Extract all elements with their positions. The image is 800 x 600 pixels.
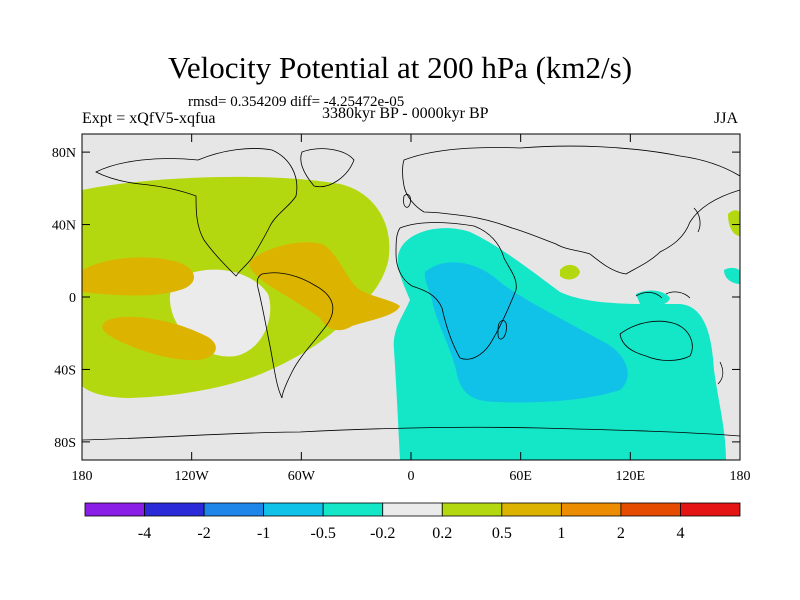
colorbar-swatch xyxy=(441,502,503,517)
colorbar-swatch xyxy=(382,502,443,517)
colorbar-label: 0.2 xyxy=(432,525,452,542)
contour-fill-layer xyxy=(82,145,740,460)
lon-tick-label: 180 xyxy=(730,469,751,484)
colorbar-swatch xyxy=(620,502,681,517)
lon-tick-label: 60W xyxy=(288,469,316,484)
lat-tick-label: 80N xyxy=(52,146,76,161)
colorbar-label: 2 xyxy=(617,525,625,542)
lat-tick-label: 80S xyxy=(54,436,76,451)
coastline-uk xyxy=(403,194,411,208)
colorbar-swatch xyxy=(144,502,205,517)
coastline-australia xyxy=(619,320,693,361)
coastline-madagascar xyxy=(497,320,507,340)
colorbar-label: 0.5 xyxy=(492,525,512,542)
contour-negative-0.5 xyxy=(424,262,628,403)
coastline-antarctica xyxy=(82,426,740,441)
colorbar-label: -1 xyxy=(257,525,270,542)
contour-positive-0.2-dateline xyxy=(728,210,740,236)
coastline-south-america xyxy=(256,272,334,399)
lat-tick-label: 40N xyxy=(52,219,76,234)
longitude-axis: 180 120W 60W 0 60E 120E 180 xyxy=(72,134,751,484)
colorbar-swatch xyxy=(501,502,562,517)
contour-negative-0.2-pacific xyxy=(724,267,740,284)
colorbar-swatch xyxy=(203,502,265,517)
stats-label: rmsd= 0.354209 diff= -4.25472e-05 xyxy=(188,94,405,110)
coastline-north-america xyxy=(95,148,298,277)
lon-tick-label: 120E xyxy=(616,469,646,484)
colorbar: -4 -2 -1 -0.5 -0.2 0.2 0.5 1 2 4 xyxy=(84,502,741,542)
coastline-indonesia xyxy=(635,291,691,299)
colorbar-swatch xyxy=(560,502,622,517)
colorbar-swatch xyxy=(322,502,384,517)
lat-tick-label: 40S xyxy=(54,363,76,378)
experiment-label: Expt = xQfV5-xqfua xyxy=(82,110,216,127)
coastline-greenland xyxy=(300,148,355,188)
lon-tick-label: 60E xyxy=(509,469,532,484)
contour-positive-0.5-south xyxy=(102,316,216,361)
contour-positive-0.2-indian xyxy=(560,264,580,280)
contour-positive-0.5-west xyxy=(82,257,194,296)
lon-tick-label: 180 xyxy=(72,469,93,484)
colorbar-label: 4 xyxy=(676,525,684,542)
period-label: 3380kyr BP - 0000kyr BP xyxy=(322,105,489,122)
colorbar-swatch xyxy=(680,502,741,517)
colorbar-label: -4 xyxy=(138,525,151,542)
colorbar-swatch xyxy=(84,502,145,517)
colorbar-swatch xyxy=(263,502,324,517)
figure-title: Velocity Potential at 200 hPa (km2/s) xyxy=(167,50,633,85)
coastline-africa xyxy=(395,222,517,360)
contour-positive-0.5-central xyxy=(249,242,400,331)
coastline-eurasia xyxy=(402,145,740,275)
colorbar-label: -2 xyxy=(197,525,210,542)
lon-tick-label: 0 xyxy=(408,469,415,484)
colorbar-label: -0.2 xyxy=(370,525,395,542)
lat-tick-label: 0 xyxy=(69,291,76,306)
latitude-axis: 80N 40N 0 40S 80S xyxy=(52,146,740,451)
coastline-new-zealand xyxy=(717,361,724,385)
contour-negative-0.2-indonesia xyxy=(636,290,670,306)
coastlines xyxy=(82,145,740,441)
colorbar-label: 1 xyxy=(557,525,565,542)
season-label: JJA xyxy=(714,110,739,127)
colorbar-label: -0.5 xyxy=(311,525,336,542)
lon-tick-label: 120W xyxy=(175,469,210,484)
coastline-japan xyxy=(693,207,701,233)
